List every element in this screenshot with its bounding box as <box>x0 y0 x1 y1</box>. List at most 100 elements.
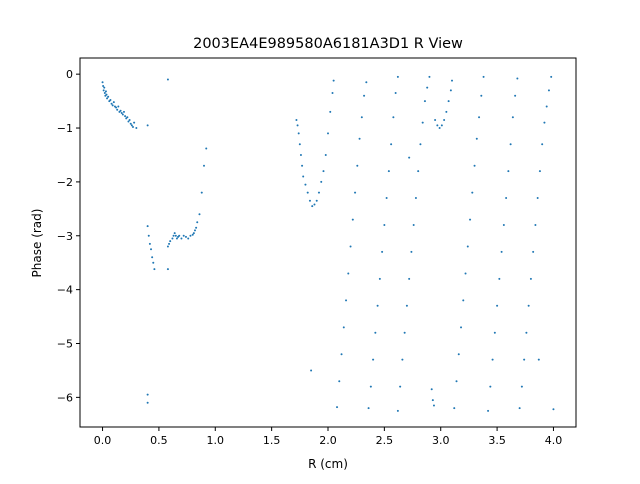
data-point <box>107 95 110 98</box>
data-point <box>109 99 112 102</box>
data-point <box>127 120 130 123</box>
data-point <box>111 104 114 107</box>
data-point <box>342 326 345 329</box>
x-tick-label: 3.5 <box>488 434 506 447</box>
data-point <box>308 199 311 202</box>
data-point <box>175 237 178 240</box>
data-point <box>180 237 183 240</box>
data-point <box>147 234 150 237</box>
data-point <box>329 110 332 113</box>
data-point <box>146 393 149 396</box>
data-point <box>146 124 149 127</box>
data-point <box>537 358 540 361</box>
data-point <box>106 97 109 100</box>
data-point <box>148 242 151 245</box>
data-point <box>360 116 363 119</box>
data-point <box>332 79 335 82</box>
data-point <box>187 237 190 240</box>
data-point <box>146 401 149 404</box>
data-point <box>310 369 313 372</box>
data-point <box>193 229 196 232</box>
data-point <box>331 92 334 95</box>
x-tick-label: 0.0 <box>94 434 112 447</box>
data-point <box>523 358 526 361</box>
data-point <box>541 143 544 146</box>
data-point <box>394 92 397 95</box>
data-point <box>498 277 501 280</box>
data-point <box>518 407 521 410</box>
data-point <box>478 116 481 119</box>
data-point <box>372 358 375 361</box>
data-point <box>547 89 550 92</box>
data-point <box>489 385 492 388</box>
data-point <box>426 86 429 89</box>
data-point <box>390 143 393 146</box>
data-point <box>101 81 104 84</box>
x-tick-label: 2.5 <box>376 434 394 447</box>
y-tick-label: −6 <box>57 391 73 404</box>
data-point <box>320 180 323 183</box>
data-point <box>475 137 478 140</box>
data-point <box>299 153 302 156</box>
data-point <box>387 170 390 173</box>
data-point <box>552 408 555 411</box>
data-point <box>383 223 386 226</box>
data-point <box>367 407 370 410</box>
data-point <box>516 77 519 80</box>
y-tick-label: −2 <box>57 176 73 189</box>
data-point <box>543 121 546 124</box>
data-point <box>410 250 413 253</box>
x-tick-label: 4.0 <box>545 434 563 447</box>
data-point <box>105 93 108 96</box>
x-tick-label: 1.0 <box>207 434 225 447</box>
data-point <box>460 326 463 329</box>
data-point <box>471 191 474 194</box>
data-point <box>443 118 446 121</box>
data-point <box>527 304 530 307</box>
data-point <box>520 385 523 388</box>
data-point <box>396 409 399 412</box>
y-axis-ticks: 0 −1 −2 −3 −4 −5 −6 <box>57 68 80 404</box>
data-point <box>150 248 153 251</box>
data-point <box>121 113 124 116</box>
data-point <box>408 277 411 280</box>
data-point <box>327 132 329 135</box>
data-point <box>172 234 175 237</box>
data-point <box>131 125 134 128</box>
data-point <box>354 191 357 194</box>
data-point <box>349 245 352 248</box>
data-point <box>104 90 107 93</box>
data-point <box>434 118 437 121</box>
data-point <box>338 380 341 383</box>
data-point <box>115 106 118 109</box>
data-point <box>396 75 399 78</box>
data-point <box>297 132 300 135</box>
y-tick-label: 0 <box>66 68 73 81</box>
data-point <box>378 277 381 280</box>
x-tick-label: 3.0 <box>432 434 450 447</box>
data-point <box>117 105 120 108</box>
data-points <box>101 75 555 412</box>
data-point <box>129 122 132 125</box>
data-point <box>491 358 494 361</box>
data-point <box>112 101 115 104</box>
data-point <box>304 183 307 186</box>
data-point <box>464 272 467 275</box>
data-point <box>178 234 181 237</box>
data-point <box>423 100 426 103</box>
data-point <box>102 89 105 92</box>
data-point <box>336 406 339 409</box>
data-point <box>166 245 169 248</box>
data-point <box>174 234 177 237</box>
y-tick-label: −1 <box>57 122 73 135</box>
data-point <box>120 111 123 114</box>
data-point <box>487 409 490 412</box>
data-point <box>122 110 125 113</box>
data-point <box>152 261 155 264</box>
data-point <box>473 164 476 167</box>
data-point <box>103 86 106 89</box>
data-point <box>507 170 510 173</box>
data-point <box>453 407 456 410</box>
data-point <box>182 234 185 237</box>
